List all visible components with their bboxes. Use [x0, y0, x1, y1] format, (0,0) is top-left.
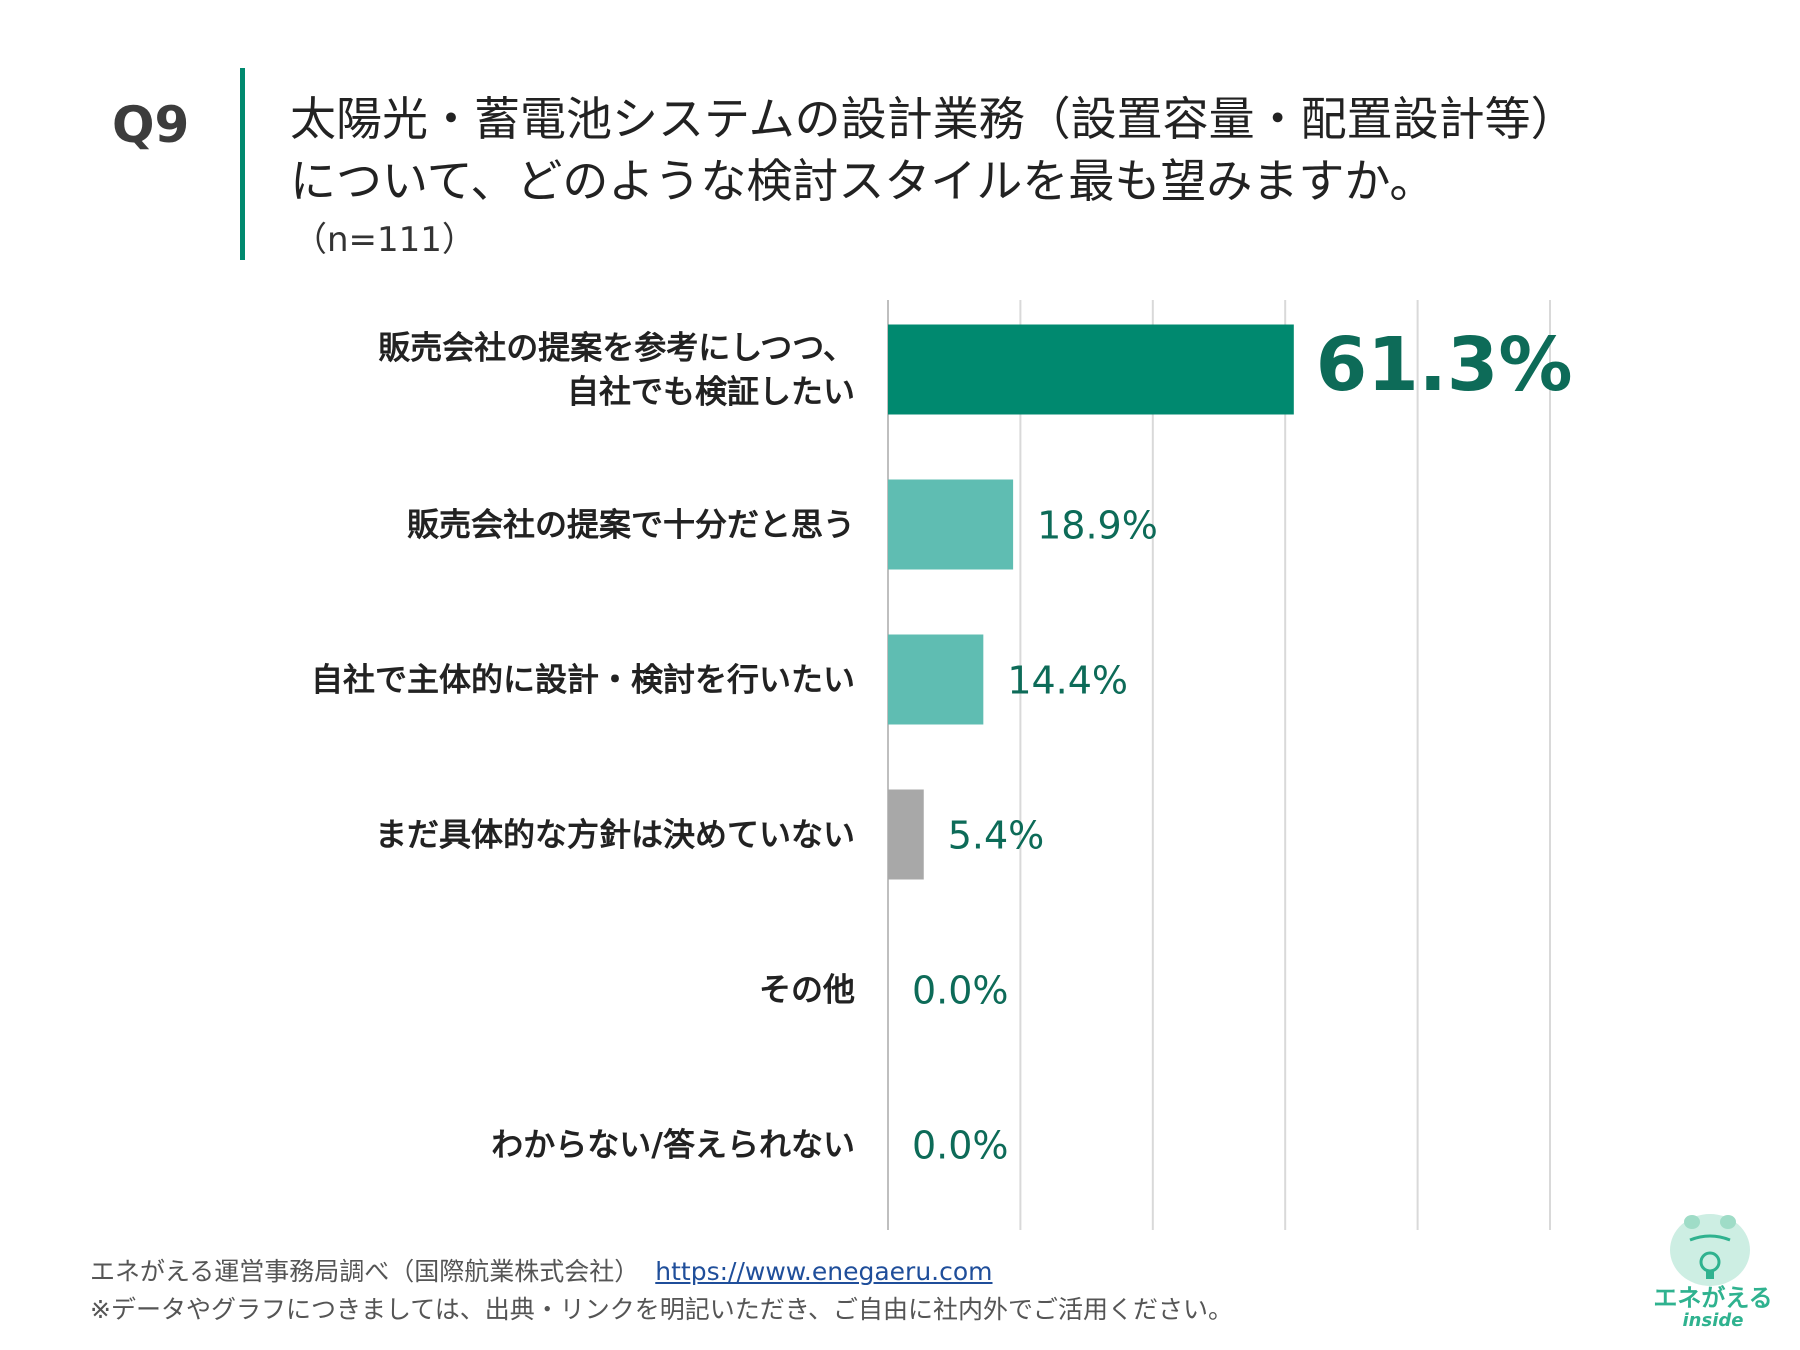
- source-link[interactable]: https://www.enegaeru.com: [655, 1257, 993, 1286]
- usage-note: ※データやグラフにつきましては、出典・リンクを明記いただき、ご自由に社内外でご活…: [90, 1295, 1233, 1324]
- bar-3: [888, 789, 924, 880]
- value-label-3: 5.4%: [948, 814, 1045, 858]
- logo-name: エネがえる: [1653, 1284, 1773, 1312]
- bar-chart: 61.3% 販売会社の提案を参考にしつつ、自社でも検証したい 18.9% 販売会社の提…: [311, 300, 1573, 1230]
- source-note: エネがえる運営事務局調べ（国際航業株式会社） https://www.enegae…: [90, 1252, 993, 1288]
- category-label-0-0: 販売会社の提案を参考にしつつ、: [378, 329, 855, 367]
- question-label: Q9: [112, 96, 190, 154]
- category-label-5-0: わからない/答えられない: [491, 1126, 855, 1164]
- source-text: エネがえる運営事務局調べ（国際航業株式会社）: [90, 1257, 640, 1286]
- category-label-3-0: まだ具体的な方針は決めていない: [375, 816, 855, 854]
- title-line-1: 太陽光・蓄電池システムの設計業務（設置容量・配置設計等）: [290, 92, 1577, 146]
- sample-size: （n=111）: [293, 220, 476, 260]
- category-label-1-0: 販売会社の提案で十分だと思う: [407, 506, 855, 544]
- page-title: 太陽光・蓄電池システムの設計業務（設置容量・配置設計等） について、どのような検…: [290, 88, 1577, 212]
- category-label-4-0: その他: [759, 971, 855, 1009]
- value-label-5: 0.0%: [912, 1124, 1009, 1168]
- bar-0: [888, 324, 1294, 415]
- title-line-2: について、どのような検討スタイルを最も望みますか。: [290, 154, 1436, 208]
- bar-1: [888, 479, 1014, 570]
- bar-2: [888, 634, 984, 725]
- value-label-2: 14.4%: [1007, 659, 1128, 703]
- category-label-0-1: 自社でも検証したい: [567, 373, 855, 411]
- title-accent-bar: [240, 68, 245, 260]
- value-label-1: 18.9%: [1037, 504, 1158, 548]
- category-label-2-0: 自社で主体的に設計・検討を行いたい: [311, 661, 855, 699]
- enegaeru-logo-icon: [1670, 1214, 1750, 1286]
- logo-sub: inside: [1682, 1310, 1744, 1331]
- value-label-4: 0.0%: [912, 969, 1009, 1013]
- value-label-0: 61.3%: [1316, 322, 1573, 408]
